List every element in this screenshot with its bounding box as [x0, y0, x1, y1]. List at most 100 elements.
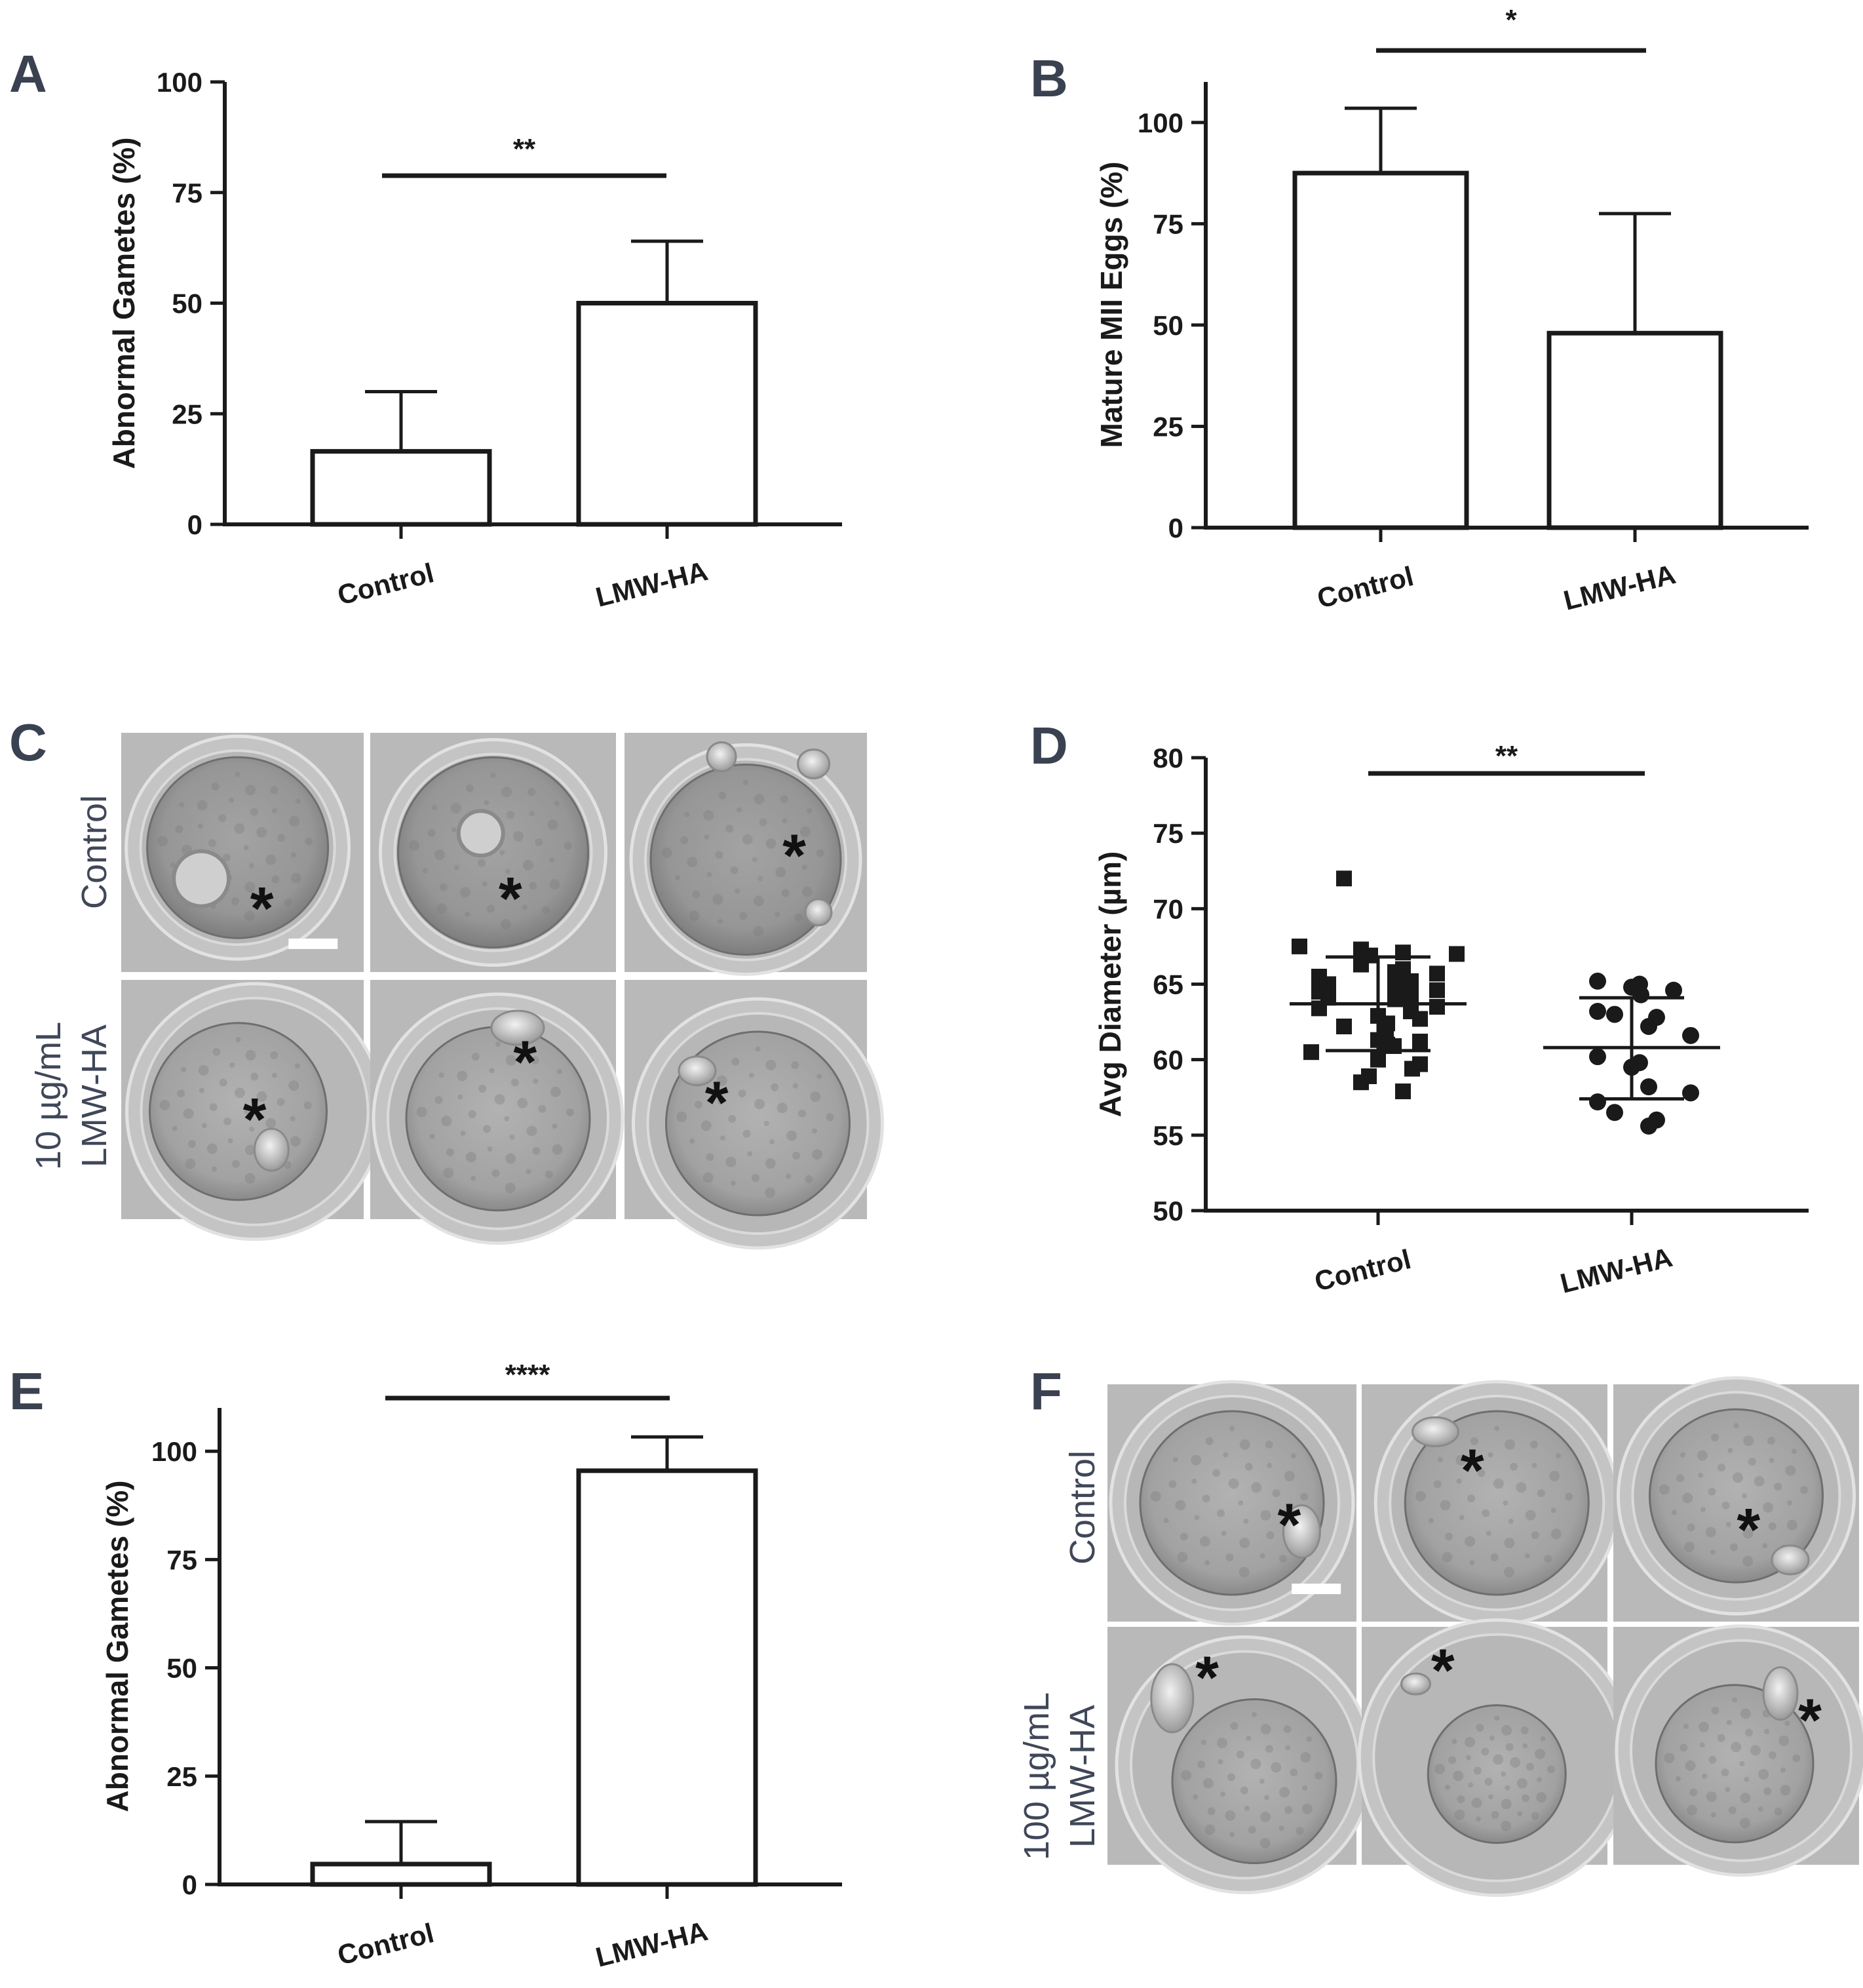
y-tick-label: 50: [1153, 310, 1183, 341]
data-point-circle: [1640, 1078, 1657, 1096]
oocyte: [149, 1022, 328, 1201]
x-category-label: Control: [334, 1917, 436, 1971]
cytoplasm-granule: [775, 911, 780, 917]
cytoplasm-granule: [1193, 1794, 1199, 1800]
germinal-vesicle: [172, 849, 231, 908]
polar-body: [1762, 1666, 1799, 1721]
cytoplasm-granule: [1702, 1773, 1708, 1779]
cytoplasm-granule: [265, 854, 277, 865]
cytoplasm-granule: [754, 794, 765, 805]
cytoplasm-granule: [1229, 1831, 1235, 1837]
cytoplasm-granule: [787, 845, 796, 853]
cytoplasm-granule: [1278, 1825, 1284, 1831]
cytoplasm-granule: [244, 910, 255, 922]
row-label-c-dose: 10 µg/mL: [29, 1022, 68, 1170]
cytoplasm-granule: [1278, 1554, 1287, 1563]
cytoplasm-granule: [1180, 1532, 1188, 1541]
cytoplasm-granule: [277, 1098, 285, 1106]
cytoplasm-granule: [1285, 1745, 1291, 1751]
cytoplasm-granule: [1725, 1521, 1731, 1527]
cytoplasm-granule: [483, 1125, 491, 1133]
cytoplasm-granule: [1175, 1500, 1186, 1511]
cytoplasm-granule: [181, 1066, 187, 1072]
cytoplasm-granule: [290, 872, 301, 884]
cytoplasm-granule: [1212, 1469, 1221, 1477]
data-point-square: [1412, 1011, 1428, 1027]
oocyte: [649, 763, 842, 956]
cytoplasm-granule: [1490, 1553, 1499, 1562]
cytoplasm-granule: [1433, 1480, 1442, 1489]
significance-stars: **: [513, 133, 536, 165]
y-tick-label: 50: [172, 288, 202, 319]
panel-letter-a: A: [9, 45, 47, 103]
cytoplasm-granule: [753, 926, 764, 937]
asterisk-marker: *: [1277, 1492, 1301, 1559]
data-point-square: [1404, 1061, 1420, 1077]
cytoplasm-granule: [752, 857, 758, 863]
cytoplasm-granule: [1494, 1715, 1500, 1721]
cytoplasm-granule: [290, 1136, 301, 1147]
cytoplasm-granule: [1267, 1462, 1273, 1468]
cytoplasm-granule: [1726, 1719, 1732, 1725]
y-tick-label: 70: [1153, 893, 1183, 924]
cytoplasm-granule: [208, 839, 216, 848]
row-label-f-control: Control: [1063, 1451, 1102, 1565]
y-axis-title: Abnormal Gametes (%): [107, 137, 141, 469]
cytoplasm-granule: [1477, 1469, 1486, 1477]
cytoplasm-granule: [235, 1037, 241, 1043]
cytoplasm-granule: [211, 783, 220, 791]
cytoplasm-granule: [1740, 1708, 1751, 1719]
cytoplasm-granule: [1683, 1723, 1689, 1729]
cytoplasm-granule: [277, 834, 286, 842]
cytoplasm-granule: [1742, 1555, 1754, 1567]
cytoplasm-granule: [1290, 1768, 1298, 1777]
data-point-square: [1353, 956, 1369, 973]
cytoplasm-granule: [1218, 1759, 1223, 1764]
significance-stars: **: [1495, 740, 1518, 772]
cytoplasm-granule: [715, 851, 723, 859]
cytoplasm-granule: [505, 1153, 516, 1164]
cytoplasm-granule: [489, 1068, 495, 1074]
asterisk-marker: *: [1798, 1687, 1822, 1754]
y-tick-label: 80: [1153, 743, 1183, 773]
cytoplasm-granule: [1239, 1537, 1250, 1548]
y-tick-label: 25: [1153, 411, 1183, 442]
micrograph-grid-f: * * * * * *: [1107, 1376, 1863, 1898]
cytoplasm-granule: [755, 1046, 761, 1052]
cytoplasm-granule: [797, 1110, 806, 1118]
cytoplasm-granule: [552, 1123, 558, 1129]
cytoplasm-granule: [1445, 1532, 1453, 1541]
oocyte: [1649, 1408, 1824, 1584]
oocyte: [1655, 1684, 1815, 1844]
data-point-square: [1395, 1083, 1411, 1100]
cytoplasm-granule: [1181, 1770, 1192, 1781]
cytoplasm-granule: [501, 787, 512, 798]
data-point-circle: [1589, 972, 1606, 990]
cytoplasm-granule: [1197, 1761, 1206, 1769]
cytoplasm-granule: [1467, 1494, 1475, 1503]
cytoplasm-granule: [289, 815, 300, 827]
cytoplasm-granule: [1768, 1751, 1777, 1759]
data-point-square: [1303, 1044, 1319, 1061]
bar-control: [1292, 170, 1469, 530]
cytoplasm-granule: [526, 1125, 537, 1137]
micrograph-tile: *: [1107, 1380, 1356, 1626]
asterisk-marker: *: [1431, 1637, 1455, 1704]
polar-body: [678, 1055, 717, 1087]
cytoplasm-granule: [457, 1094, 463, 1100]
cytoplasm-granule: [250, 1072, 259, 1081]
cytoplasm-granule: [805, 1175, 813, 1183]
cytoplasm-granule: [1708, 1755, 1717, 1764]
cytoplasm-granule: [522, 859, 533, 870]
cytoplasm-granule: [1200, 1740, 1206, 1745]
cytoplasm-granule: [799, 827, 811, 838]
cytoplasm-granule: [826, 1113, 834, 1121]
cytoplasm-granule: [736, 807, 742, 813]
cytoplasm-granule: [566, 1108, 575, 1117]
cytoplasm-granule: [1172, 1456, 1178, 1462]
cytoplasm-granule: [1721, 1501, 1730, 1510]
cytoplasm-granule: [1227, 1773, 1235, 1782]
cytoplasm-granule: [1217, 1509, 1225, 1517]
cytoplasm-granule: [771, 1083, 779, 1091]
polar-body: [797, 748, 831, 779]
